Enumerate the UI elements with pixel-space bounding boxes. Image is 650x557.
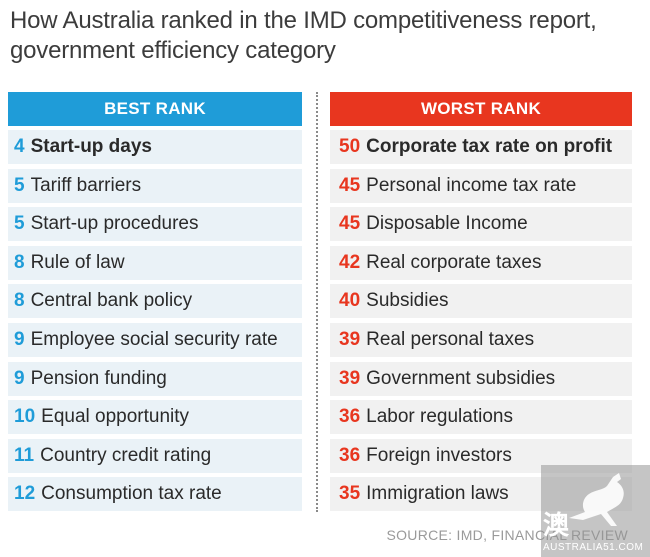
best-rank-row: 4 Start-up days [8, 130, 302, 164]
rank-number: 12 [14, 483, 36, 505]
rank-number: 5 [14, 213, 25, 235]
worst-rank-list: 50 Corporate tax rate on profit 45 Personal… [330, 130, 632, 512]
category-label: Immigration laws [366, 483, 509, 505]
best-rank-header: BEST RANK [8, 92, 302, 126]
best-rank-list: 4 Start-up days 5 Tariff barriers 5 Start-up … [8, 130, 302, 512]
kangaroo-icon [569, 473, 624, 526]
rank-number: 45 [339, 213, 361, 235]
best-rank-column: BEST RANK 4 Start-up days 5 Tariff barriers… [8, 92, 302, 516]
category-label: Start-up days [30, 136, 152, 157]
category-label: Pension funding [30, 367, 167, 389]
watermark-char: 澳 [543, 510, 570, 540]
category-label: Real personal taxes [366, 328, 535, 350]
rank-number: 45 [339, 174, 361, 196]
rank-number: 36 [339, 406, 361, 428]
category-label: Real corporate taxes [366, 251, 542, 273]
watermark-logo: 澳 AUSTRALIA51.COM [541, 465, 650, 557]
rank-number: 36 [339, 444, 361, 466]
best-rank-row: 5 Tariff barriers [8, 168, 302, 203]
best-rank-row: 10 Equal opportunity [8, 400, 302, 435]
best-rank-row: 8 Central bank policy [8, 284, 302, 319]
worst-rank-header: WORST RANK [330, 92, 632, 126]
category-label: Equal opportunity [41, 406, 190, 428]
worst-rank-row: 50 Corporate tax rate on profit [330, 130, 632, 164]
category-label: Rule of law [30, 251, 125, 273]
rank-number: 10 [14, 406, 36, 428]
rank-number: 35 [339, 483, 361, 505]
rank-number: 42 [339, 251, 361, 273]
category-label: Government subsidies [366, 367, 556, 389]
rank-number: 9 [14, 328, 25, 350]
category-label: Tariff barriers [30, 174, 142, 196]
worst-rank-column: WORST RANK 50 Corporate tax rate on profi… [330, 92, 632, 516]
best-rank-row: 9 Employee social security rate [8, 322, 302, 357]
rank-number: 8 [14, 290, 25, 312]
worst-rank-row: 42 Real corporate taxes [330, 245, 632, 280]
category-label: Disposable Income [366, 213, 528, 235]
worst-rank-row: 45 Personal income tax rate [330, 168, 632, 203]
best-rank-row: 11 Country credit rating [8, 438, 302, 473]
rank-number: 4 [14, 136, 25, 157]
category-label: Employee social security rate [30, 328, 278, 350]
worst-rank-row: 36 Labor regulations [330, 400, 632, 435]
rank-number: 9 [14, 367, 25, 389]
rank-number: 8 [14, 251, 25, 273]
rank-number: 50 [339, 136, 361, 157]
rank-number: 11 [14, 444, 35, 466]
worst-rank-row: 45 Disposable Income [330, 207, 632, 242]
category-label: Consumption tax rate [41, 483, 222, 505]
category-label: Personal income tax rate [366, 174, 577, 196]
category-label: Labor regulations [366, 406, 513, 428]
category-label: Subsidies [366, 290, 449, 312]
rank-number: 40 [339, 290, 361, 312]
category-label: Corporate tax rate on profit [366, 136, 613, 157]
category-label: Country credit rating [40, 444, 212, 466]
column-divider [316, 92, 318, 512]
rank-number: 39 [339, 328, 361, 350]
rank-number: 39 [339, 367, 361, 389]
best-rank-row: 5 Start-up procedures [8, 207, 302, 242]
category-label: Foreign investors [366, 444, 512, 466]
chart-title: How Australia ranked in the IMD competit… [10, 7, 597, 64]
worst-rank-row: 39 Government subsidies [330, 361, 632, 396]
category-label: Start-up procedures [30, 213, 199, 235]
category-label: Central bank policy [30, 290, 193, 312]
worst-rank-row: 39 Real personal taxes [330, 322, 632, 357]
best-rank-row: 8 Rule of law [8, 245, 302, 280]
best-rank-row: 12 Consumption tax rate [8, 477, 302, 512]
worst-rank-row: 36 Foreign investors [330, 438, 632, 473]
rank-number: 5 [14, 174, 25, 196]
best-rank-row: 9 Pension funding [8, 361, 302, 396]
worst-rank-row: 40 Subsidies [330, 284, 632, 319]
watermark-text: AUSTRALIA51.COM [543, 542, 644, 553]
